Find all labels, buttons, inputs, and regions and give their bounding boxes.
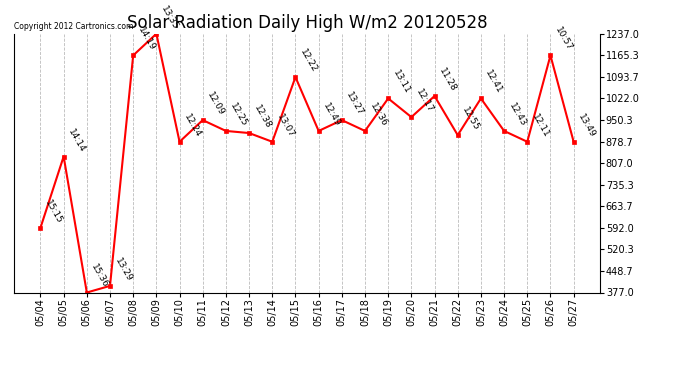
Text: 12:22: 12:22: [298, 48, 319, 74]
Text: 12:17: 12:17: [414, 87, 435, 114]
Text: 14:14: 14:14: [66, 127, 87, 154]
Text: 12:09: 12:09: [206, 90, 226, 117]
Text: 13:27: 13:27: [344, 90, 365, 117]
Text: 12:55: 12:55: [460, 106, 481, 132]
Text: 12:11: 12:11: [530, 112, 551, 139]
Text: 12:25: 12:25: [228, 102, 249, 128]
Text: 15:36: 15:36: [90, 263, 110, 290]
Text: 15:15: 15:15: [43, 198, 64, 225]
Text: 12:43: 12:43: [507, 102, 527, 128]
Text: 12:41: 12:41: [484, 69, 504, 96]
Text: 12:24: 12:24: [182, 112, 203, 139]
Text: 13:29: 13:29: [112, 256, 133, 283]
Text: 13:49: 13:49: [576, 112, 597, 139]
Text: 13:35: 13:35: [159, 4, 180, 31]
Text: 10:57: 10:57: [553, 26, 574, 53]
Text: 12:36: 12:36: [368, 101, 388, 128]
Text: 11:28: 11:28: [437, 66, 458, 93]
Text: Copyright 2012 Cartronics.com: Copyright 2012 Cartronics.com: [14, 22, 133, 31]
Title: Solar Radiation Daily High W/m2 20120528: Solar Radiation Daily High W/m2 20120528: [127, 14, 487, 32]
Text: 12:49: 12:49: [322, 102, 342, 128]
Text: 12:38: 12:38: [252, 104, 273, 130]
Text: 14:19: 14:19: [136, 26, 157, 53]
Text: 13:11: 13:11: [391, 69, 412, 96]
Text: 13:07: 13:07: [275, 112, 296, 139]
